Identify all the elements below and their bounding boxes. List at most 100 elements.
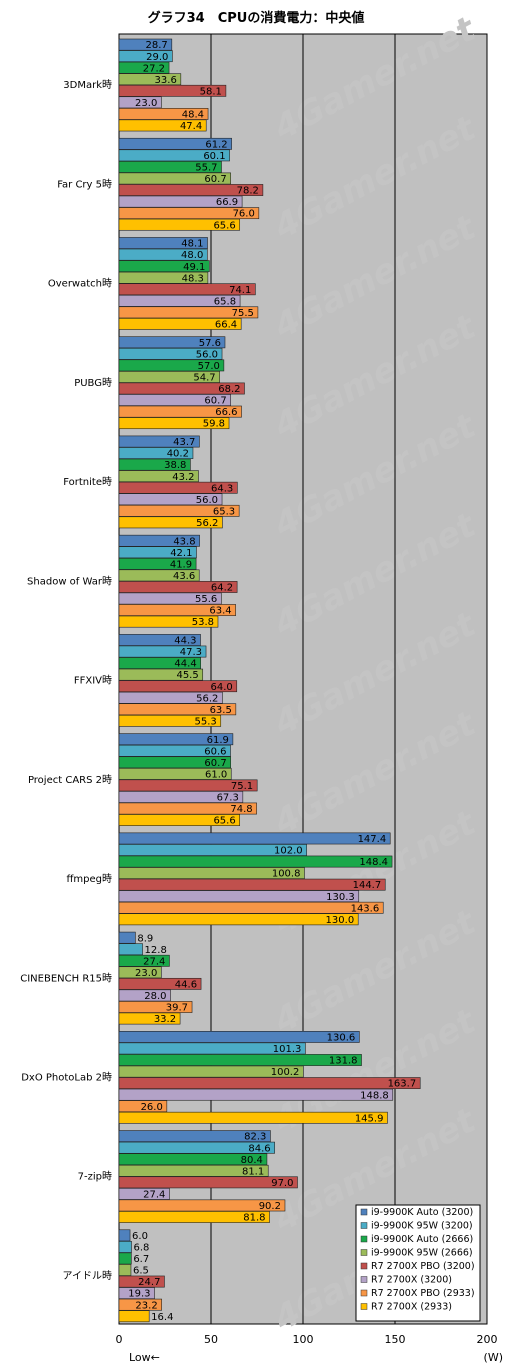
bar [118, 218, 241, 231]
bar-value-label: 28.7 [146, 40, 168, 51]
category-label: FFXIV時 [74, 675, 112, 687]
bar [118, 184, 264, 196]
bar-value-label: 44.4 [174, 659, 196, 670]
bar [118, 645, 207, 658]
bar-value-label: 60.7 [204, 396, 226, 407]
bar-value-label: 55.3 [194, 716, 216, 727]
bar [118, 802, 257, 815]
category-label: ffmpeg時 [67, 873, 112, 885]
bar-value-label: 65.6 [213, 816, 235, 827]
x-tick-label: 150 [385, 1333, 406, 1346]
bar [118, 1077, 421, 1090]
legend-swatch [360, 1303, 368, 1310]
bar-value-label: 44.3 [174, 636, 196, 647]
bar [118, 901, 384, 914]
bar-value-label: 39.7 [166, 1003, 188, 1014]
bar-value-label: 63.5 [210, 705, 232, 716]
x-tick-label: 200 [477, 1333, 498, 1346]
bar-value-label: 66.6 [215, 407, 237, 418]
bar [118, 779, 258, 792]
legend-swatch [360, 1235, 368, 1243]
bar-value-label: 66.9 [216, 197, 238, 208]
bar [118, 1054, 362, 1066]
bar [118, 504, 240, 517]
bar-value-label: 81.1 [242, 1166, 264, 1177]
bar-value-label: 56.0 [196, 349, 218, 360]
bar-value-label: 48.0 [181, 250, 203, 261]
category-label: PUBG時 [74, 377, 112, 389]
bar [118, 855, 393, 868]
bar-value-label: 65.8 [214, 296, 236, 307]
bar-value-label: 53.8 [192, 617, 214, 628]
bar-value-label: 100.2 [271, 1067, 300, 1078]
bar [118, 878, 386, 891]
bar [118, 435, 200, 448]
bar-value-label: 74.1 [229, 285, 251, 296]
bar-value-label: 130.3 [326, 892, 355, 903]
bar [118, 481, 238, 494]
bar-value-label: 47.3 [180, 647, 202, 658]
bar [118, 119, 207, 132]
bar [118, 546, 197, 559]
bar [118, 1001, 193, 1013]
category-labels: 3DMark時 Far Cry 5時 Overwatch時 PUBG時 Fortnite… [20, 79, 112, 1282]
bar [118, 890, 360, 903]
bar-value-label: 48.1 [181, 239, 203, 250]
bar [118, 516, 223, 529]
bar-value-label: 130.6 [327, 1033, 356, 1044]
bar-value-label: 60.7 [204, 758, 226, 769]
x-tick-label: 0 [116, 1333, 123, 1346]
bar-value-label: 61.2 [205, 139, 227, 150]
bar [118, 1130, 271, 1143]
bar-value-label: 74.8 [230, 804, 252, 815]
bar [118, 1252, 132, 1265]
legend-swatch [360, 1249, 368, 1256]
bar-value-label: 26.0 [141, 1102, 163, 1113]
bar-value-label: 43.2 [172, 472, 194, 483]
bar [118, 38, 173, 51]
bar-value-label: 75.5 [232, 308, 254, 319]
bar-value-label: 64.3 [211, 483, 233, 494]
bar [118, 592, 222, 605]
bar-value-label: 55.7 [195, 163, 217, 174]
bar [118, 1164, 269, 1177]
bar [118, 306, 259, 319]
bar [118, 447, 194, 459]
bar [118, 1187, 170, 1200]
category-label: Far Cry 5時 [57, 178, 112, 190]
bar-value-label: 33.6 [155, 75, 177, 86]
bar-value-label: 76.0 [233, 209, 255, 220]
bar-value-label: 57.6 [199, 338, 221, 349]
category-label: 3DMark時 [63, 79, 112, 91]
bar-value-label: 23.0 [135, 968, 157, 979]
bar-value-label: 163.7 [388, 1079, 417, 1090]
bar-value-label: 67.3 [217, 793, 239, 804]
legend-swatch [360, 1276, 368, 1283]
bar [118, 73, 182, 86]
bar-value-label: 59.8 [203, 419, 225, 430]
bar-value-label: 148.4 [359, 857, 388, 868]
bar [118, 271, 209, 284]
bar [118, 248, 208, 261]
bar [118, 493, 223, 506]
bar-value-label: 64.2 [211, 583, 233, 594]
legend-label: i9-9900K Auto (3200) [371, 1207, 473, 1218]
legend-label: R7 2700X PBO (2933) [371, 1288, 475, 1299]
bar [118, 260, 210, 273]
bar [118, 943, 143, 956]
bar [118, 680, 238, 693]
bar [118, 756, 231, 769]
bar [118, 359, 225, 372]
bar-value-label: 6.8 [134, 1243, 150, 1254]
bar [118, 569, 200, 582]
x-axis-unit-label: (W) [484, 1351, 503, 1364]
bar [118, 744, 231, 757]
bar [118, 913, 359, 926]
bar [118, 657, 201, 669]
bar [118, 394, 231, 406]
bar-value-label: 56.2 [196, 693, 218, 704]
bar [118, 1264, 132, 1276]
bar-value-label: 56.0 [196, 495, 218, 506]
bar [118, 1176, 298, 1189]
bar-value-label: 6.0 [132, 1231, 148, 1242]
